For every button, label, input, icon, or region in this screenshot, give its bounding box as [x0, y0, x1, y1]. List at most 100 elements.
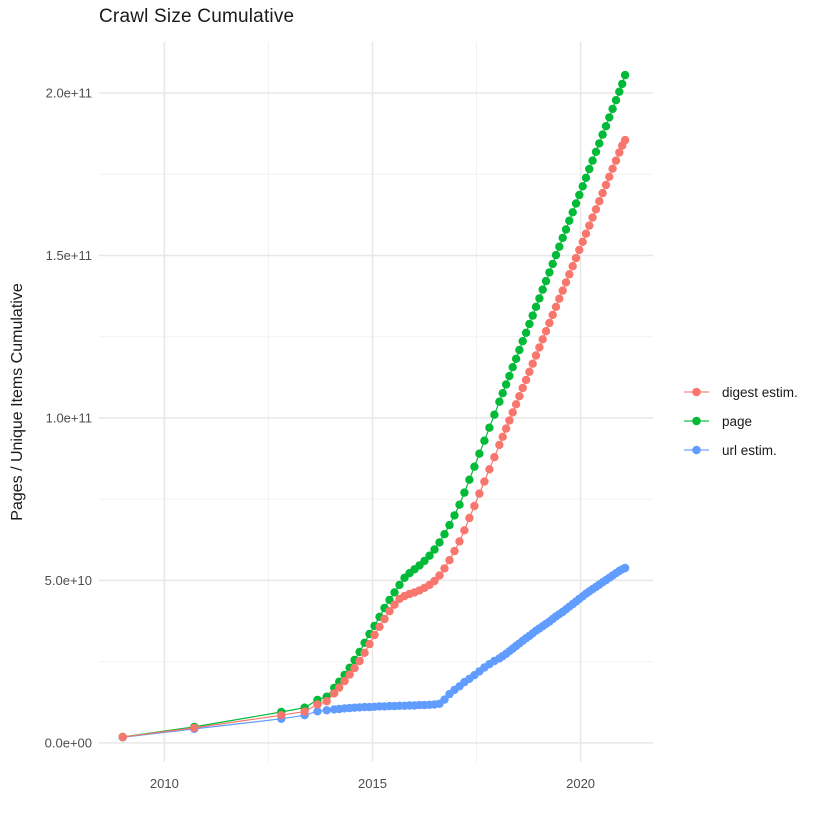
data-point — [475, 449, 484, 458]
data-point — [615, 148, 624, 157]
data-point — [568, 262, 577, 271]
data-point — [611, 96, 621, 105]
data-point — [575, 190, 584, 200]
data-point — [445, 520, 454, 530]
data-point — [515, 345, 524, 355]
data-point — [470, 501, 479, 511]
legend-item-page: page — [684, 412, 798, 430]
data-point — [528, 359, 537, 368]
data-point — [601, 122, 611, 131]
data-point — [598, 130, 607, 139]
data-point — [581, 173, 591, 182]
data-point — [568, 208, 577, 217]
data-point — [521, 328, 531, 337]
y-tick-label: 2.0e+11 — [46, 86, 92, 101]
data-point — [450, 511, 459, 520]
data-point — [545, 268, 554, 277]
data-point — [322, 697, 331, 706]
data-point — [440, 695, 449, 704]
data-point — [480, 477, 489, 486]
data-point — [313, 707, 322, 716]
data-point — [475, 489, 484, 498]
data-point — [620, 135, 630, 145]
data-point — [618, 79, 627, 89]
data-point — [505, 416, 514, 425]
data-point — [498, 432, 507, 441]
data-point — [508, 363, 517, 372]
data-point — [551, 250, 561, 260]
data-point — [588, 156, 597, 165]
data-point — [518, 337, 527, 346]
data-point — [620, 563, 630, 573]
legend-key-icon — [684, 416, 709, 426]
data-point — [605, 113, 614, 122]
legend-key-icon — [684, 445, 709, 455]
data-point — [591, 147, 601, 156]
data-point — [380, 614, 389, 624]
data-point — [350, 663, 359, 673]
data-point — [370, 630, 379, 640]
data-point — [190, 723, 199, 733]
data-point — [425, 551, 434, 560]
data-point — [505, 371, 514, 381]
data-point — [591, 205, 601, 214]
chart-title: Crawl Size Cumulative — [99, 6, 295, 27]
data-point — [511, 400, 521, 409]
data-point — [571, 199, 581, 208]
x-tick-label: 2015 — [358, 776, 387, 791]
data-point — [455, 537, 464, 546]
data-point — [495, 440, 504, 450]
data-point — [345, 670, 354, 679]
data-point — [578, 237, 587, 246]
series-url-estim — [118, 563, 630, 742]
data-point — [525, 319, 534, 329]
data-point — [565, 270, 574, 279]
data-point — [485, 423, 494, 432]
data-point — [390, 588, 399, 597]
data-point — [611, 156, 621, 165]
data-point — [485, 465, 494, 474]
data-point — [598, 188, 607, 198]
data-point — [450, 546, 459, 556]
data-point — [501, 424, 511, 433]
data-point — [595, 139, 604, 148]
data-point — [335, 683, 344, 692]
series-line-digest-estim — [122, 139, 626, 738]
data-point — [440, 530, 449, 539]
data-point — [561, 225, 571, 234]
data-point — [430, 545, 439, 554]
data-point — [541, 276, 551, 286]
data-point — [548, 310, 557, 320]
series-line-url-estim — [122, 567, 626, 738]
data-point — [118, 732, 127, 742]
data-point — [545, 318, 554, 328]
data-point — [518, 383, 527, 393]
data-point — [511, 354, 521, 363]
data-point — [365, 639, 374, 649]
data-point — [340, 676, 349, 686]
data-point — [490, 410, 499, 419]
data-point — [521, 375, 531, 385]
data-point — [538, 335, 547, 344]
data-point — [578, 182, 587, 191]
data-point — [551, 302, 561, 311]
data-point — [601, 180, 611, 190]
legend-item-digest-estim: digest estim. — [684, 383, 798, 401]
data-point — [460, 526, 469, 535]
data-point — [581, 229, 591, 238]
data-point — [498, 389, 507, 398]
data-point — [395, 580, 404, 590]
data-point — [330, 689, 339, 698]
y-tick-label: 1.5e+11 — [46, 248, 92, 263]
data-point — [420, 556, 429, 566]
data-point — [445, 556, 454, 565]
data-point — [531, 302, 541, 311]
data-point — [277, 711, 286, 720]
data-point — [440, 564, 449, 573]
data-point — [528, 311, 537, 320]
data-point — [615, 87, 624, 96]
data-point — [555, 294, 564, 303]
data-point — [465, 475, 474, 484]
